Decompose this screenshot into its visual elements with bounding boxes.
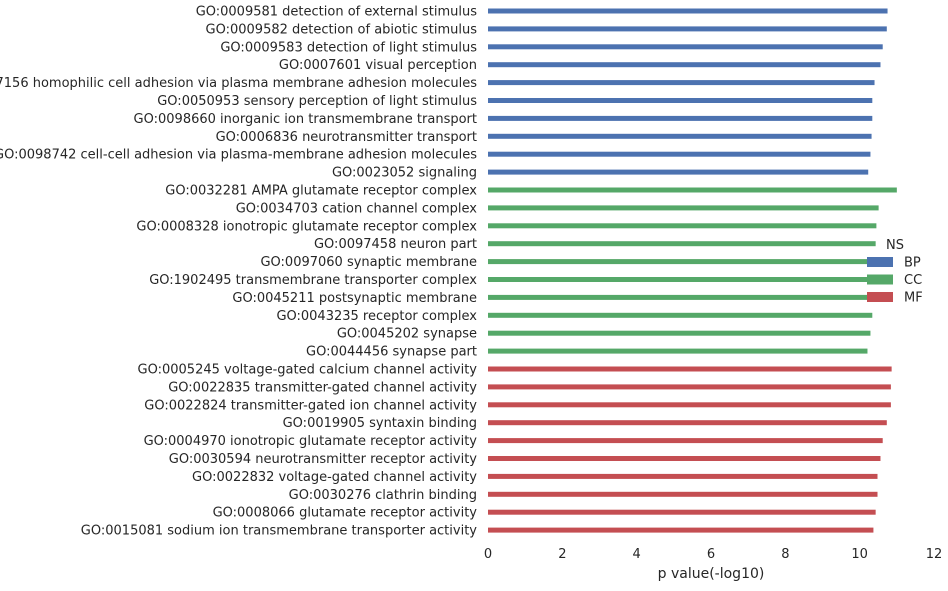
legend-swatch-bp	[867, 257, 893, 267]
legend-title: NS	[886, 238, 904, 253]
category-label: GO:0023052 signaling	[332, 166, 477, 181]
bar-cc	[488, 223, 877, 229]
x-axis: 0 2 4 6 8 10 12	[484, 547, 942, 562]
x-tick-label: 4	[633, 547, 641, 562]
bar-bp	[488, 8, 888, 14]
legend-swatch-mf	[867, 292, 893, 302]
legend-label-mf: MF	[904, 291, 923, 306]
bar-mf	[488, 438, 883, 444]
category-label: GO:0022835 transmitter-gated channel act…	[168, 380, 477, 395]
legend-label-cc: CC	[904, 273, 922, 288]
bar-mf	[488, 456, 881, 461]
category-label: GO:0044456 synapse part	[306, 345, 477, 360]
category-label: GO:1902495 transmembrane transporter com…	[149, 273, 477, 288]
bar-bp	[488, 62, 881, 68]
bar-mf	[488, 527, 874, 533]
category-label: GO:0005245 voltage-gated calcium channel…	[138, 363, 478, 378]
bar-cc	[488, 241, 876, 247]
category-label: GO:0097458 neuron part	[314, 237, 477, 252]
bar-bp	[488, 44, 883, 50]
bar-cc	[488, 205, 879, 211]
category-label: GO:0008066 glutamate receptor activity	[213, 506, 478, 521]
category-label: GO:0050953 sensory perception of light s…	[157, 94, 477, 109]
x-axis-label: p value(-log10)	[658, 566, 765, 582]
category-label: GO:0032281 AMPA glutamate receptor compl…	[165, 184, 477, 199]
bar-bp	[488, 151, 871, 157]
bar-bp	[488, 115, 873, 121]
category-label: GO:0034703 cation channel complex	[236, 201, 478, 216]
category-label: GO:0008328 ionotropic glutamate receptor…	[136, 219, 477, 234]
bar-mf	[488, 509, 876, 515]
category-label: GO:0009581 detection of external stimulu…	[196, 5, 478, 20]
bar-cc	[488, 259, 875, 265]
bar-mf	[488, 420, 887, 426]
category-label: GO:0022832 voltage-gated channel activit…	[192, 470, 477, 485]
legend[interactable]: NS BP CC MF	[867, 238, 923, 306]
bar-mf	[488, 473, 878, 479]
x-tick-label: 6	[707, 547, 715, 562]
bar-mf	[488, 402, 891, 408]
bar-cc	[488, 312, 873, 318]
bar-cc	[488, 187, 897, 193]
bar-mf	[488, 366, 892, 372]
x-tick-label: 0	[484, 547, 492, 562]
bar-bp	[488, 98, 873, 103]
category-label: GO:0043235 receptor complex	[276, 309, 477, 324]
category-label: GO:0045202 synapse	[337, 327, 477, 342]
category-label: GO:0015081 sodium ion transmembrane tran…	[81, 524, 477, 539]
category-label: GO:0019905 syntaxin binding	[283, 416, 477, 431]
bar-bp	[488, 169, 869, 175]
category-label: GO:0098742 cell-cell adhesion via plasma…	[0, 148, 477, 163]
legend-swatch-cc	[867, 274, 893, 285]
x-tick-label: 12	[926, 547, 943, 562]
category-labels: GO:0009581 detection of external stimulu…	[0, 5, 477, 539]
legend-label-bp: BP	[904, 256, 921, 271]
category-label: GO:0006836 neurotransmitter transport	[216, 130, 477, 145]
x-tick-label: 10	[851, 547, 868, 562]
bar-cc	[488, 330, 871, 336]
category-label: GO:0009582 detection of abiotic stimulus	[206, 22, 478, 37]
bars-layer	[488, 8, 897, 533]
bar-bp	[488, 133, 872, 139]
category-label: GO:0007156 homophilic cell adhesion via …	[0, 76, 477, 91]
x-tick-label: 8	[781, 547, 789, 562]
category-label: GO:0098660 inorganic ion transmembrane t…	[134, 112, 477, 127]
category-label: GO:0045211 postsynaptic membrane	[232, 291, 477, 306]
bar-bp	[488, 26, 887, 32]
bar-cc	[488, 294, 873, 300]
bar-mf	[488, 384, 891, 390]
category-label: GO:0030594 neurotransmitter receptor act…	[169, 452, 478, 467]
category-label: GO:0004970 ionotropic glutamate receptor…	[144, 434, 478, 449]
bar-cc	[488, 277, 874, 282]
category-label: GO:0022824 transmitter-gated ion channel…	[144, 398, 477, 413]
x-tick-label: 2	[558, 547, 566, 562]
category-label: GO:0009583 detection of light stimulus	[220, 40, 477, 55]
category-label: GO:0030276 clathrin binding	[289, 488, 477, 503]
bar-bp	[488, 80, 875, 86]
bar-mf	[488, 491, 878, 497]
category-label: GO:0007601 visual perception	[279, 58, 477, 73]
bar-cc	[488, 348, 868, 354]
category-label: GO:0097060 synaptic membrane	[260, 255, 477, 270]
